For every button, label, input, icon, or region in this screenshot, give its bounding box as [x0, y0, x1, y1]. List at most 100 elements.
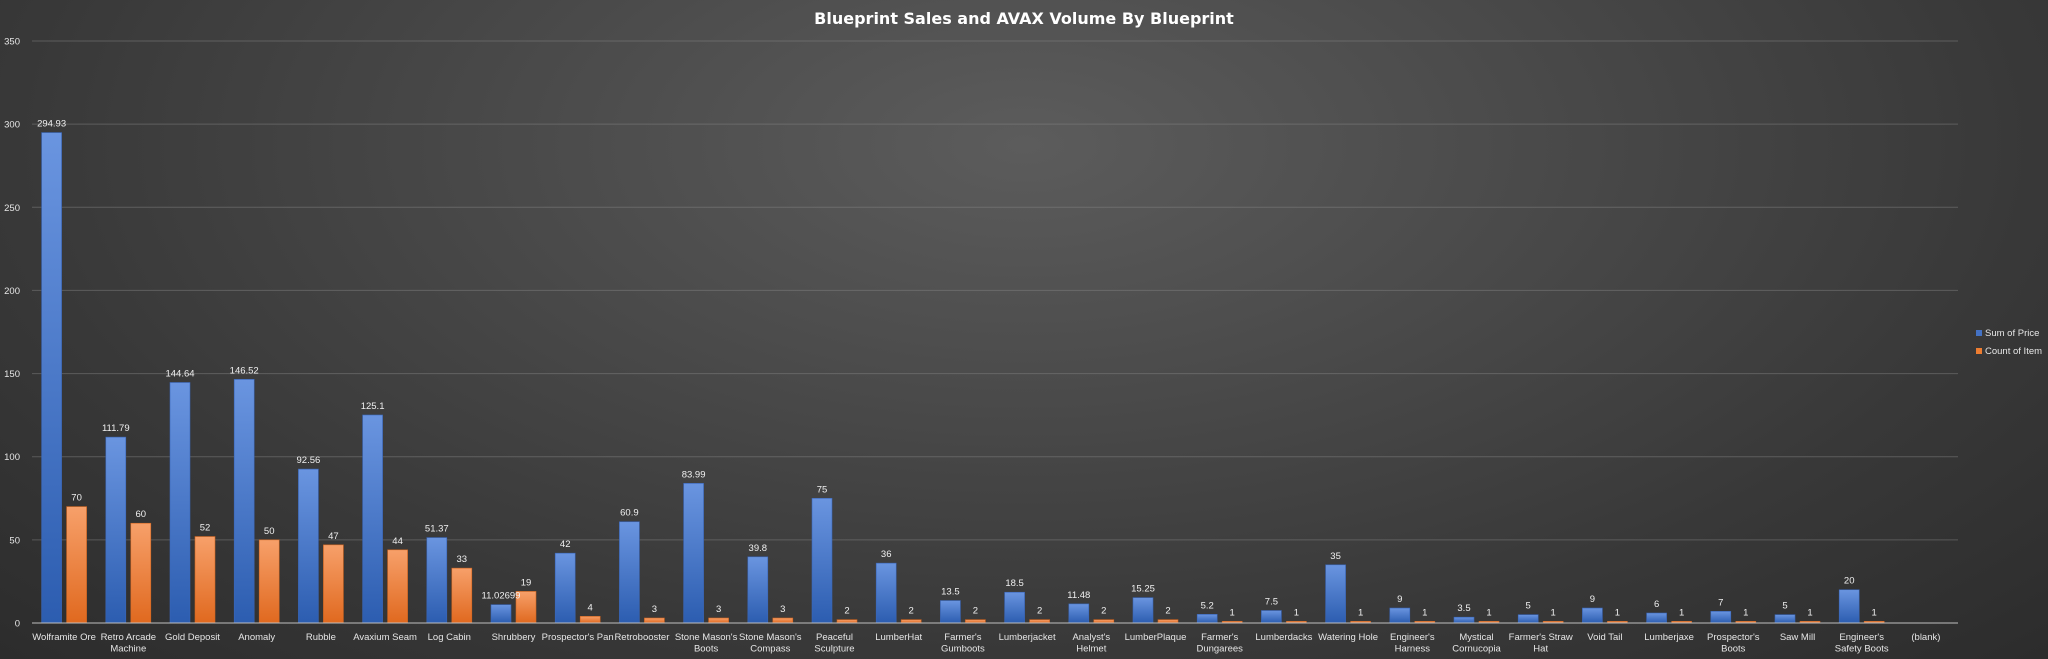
- data-label: 1: [1872, 607, 1877, 618]
- category-label: Shrubbery: [492, 632, 536, 643]
- legend-swatch: [1976, 330, 1982, 336]
- y-axis-tick-labels: 0 50 100 150 200 250 300 350: [4, 37, 20, 630]
- data-label: 39.8: [749, 543, 768, 554]
- bar-sum-of-price: [683, 483, 704, 624]
- data-label: 50: [264, 526, 275, 537]
- data-label: 4: [588, 602, 593, 613]
- bar-sum-of-price: [1710, 611, 1732, 624]
- category-label: Log Cabin: [428, 632, 471, 643]
- data-label: 2: [1037, 606, 1042, 617]
- y-tick-label: 100: [4, 452, 20, 463]
- category-label: Harness: [1395, 644, 1431, 655]
- bar-count-of-item: [258, 539, 280, 624]
- category-label: Safety Boots: [1835, 644, 1889, 655]
- data-label: 42: [560, 539, 571, 550]
- bar-count-of-item: [772, 617, 794, 624]
- bar-sum-of-price: [811, 497, 833, 624]
- data-label: 7.5: [1265, 597, 1278, 608]
- data-label: 1: [1294, 607, 1299, 618]
- bar-count-of-item: [66, 506, 87, 624]
- data-label: 70: [71, 493, 82, 504]
- data-label: 51.37: [425, 524, 449, 535]
- bars: [41, 132, 1885, 624]
- bar-sum-of-price: [554, 552, 576, 624]
- data-label: 11.02699: [482, 591, 521, 602]
- bar-count-of-item: [644, 617, 665, 624]
- category-label: Machine: [110, 644, 146, 655]
- data-label: 44: [392, 536, 403, 547]
- data-label: 1: [1743, 607, 1748, 618]
- bar-sum-of-price: [875, 562, 897, 624]
- data-label: 2: [844, 606, 849, 617]
- data-label: 5: [1526, 601, 1531, 612]
- bar-sum-of-price: [490, 604, 512, 624]
- category-label: (blank): [1911, 632, 1940, 643]
- data-label: 146.52: [230, 365, 259, 376]
- y-tick-label: 50: [9, 535, 20, 546]
- data-label: 18.5: [1005, 578, 1024, 589]
- category-label: Compass: [750, 644, 790, 655]
- y-tick-label: 200: [4, 286, 20, 297]
- category-label: Void Tail: [1587, 632, 1622, 643]
- bar-sum-of-price: [1582, 607, 1603, 624]
- data-label: 3: [780, 604, 785, 615]
- data-label: 83.99: [682, 469, 706, 480]
- category-label: Sculpture: [814, 644, 854, 655]
- data-label: 6: [1654, 599, 1659, 610]
- category-label: LumberHat: [875, 632, 922, 643]
- bar-count-of-item: [194, 536, 216, 624]
- grid-lines: [32, 40, 1958, 541]
- bar-sum-of-price: [1196, 614, 1218, 624]
- bar-sum-of-price: [169, 382, 191, 624]
- data-label: 36: [881, 549, 892, 560]
- category-label: Stone Mason's: [739, 632, 802, 643]
- data-label: 2: [973, 606, 978, 617]
- bar-sum-of-price: [1453, 616, 1475, 624]
- data-label: 5: [1782, 601, 1787, 612]
- category-label: Helmet: [1076, 644, 1106, 655]
- y-tick-label: 250: [4, 203, 20, 214]
- category-label: Prospector's: [1707, 632, 1760, 643]
- data-label: 294.93: [37, 119, 66, 130]
- bar-count-of-item: [451, 567, 473, 624]
- data-label: 47: [328, 531, 339, 542]
- category-label: Avaxium Seam: [353, 632, 417, 643]
- data-label: 1: [1615, 607, 1620, 618]
- category-label: Hat: [1533, 644, 1548, 655]
- chart-title: Blueprint Sales and AVAX Volume By Bluep…: [814, 9, 1234, 28]
- category-label: Engineer's: [1839, 632, 1884, 643]
- data-label: 52: [200, 523, 211, 534]
- data-label: 60: [136, 509, 147, 520]
- bar-sum-of-price: [940, 600, 961, 624]
- category-label: Prospector's Pan: [542, 632, 614, 643]
- bar-sum-of-price: [426, 537, 448, 624]
- data-label: 1: [1486, 607, 1491, 618]
- category-label: Gold Deposit: [165, 632, 220, 643]
- bar-sum-of-price: [41, 132, 62, 624]
- category-label: Lumberjaxe: [1644, 632, 1694, 643]
- data-label: 3: [716, 604, 721, 615]
- bar-sum-of-price: [747, 556, 769, 624]
- data-label: 7: [1718, 597, 1723, 608]
- category-label: Gumboots: [941, 644, 985, 655]
- legend-label: Count of Item: [1985, 346, 2042, 357]
- y-tick-label: 150: [4, 369, 20, 380]
- bar-count-of-item: [323, 544, 344, 624]
- bar-count-of-item: [708, 617, 729, 624]
- data-label: 11.48: [1067, 590, 1090, 601]
- category-label: Rubble: [306, 632, 336, 643]
- bar-count-of-item: [579, 616, 601, 624]
- category-label: Boots: [694, 644, 719, 655]
- data-label: 33: [457, 554, 468, 565]
- data-label: 2: [909, 606, 914, 617]
- bar-sum-of-price: [233, 379, 255, 624]
- data-label: 2: [1101, 606, 1106, 617]
- category-label: Peaceful: [816, 632, 853, 643]
- bar-sum-of-price: [362, 414, 383, 624]
- category-label: Farmer's: [944, 632, 981, 643]
- category-label: Analyst's: [1072, 632, 1110, 643]
- data-label: 3.5: [1457, 603, 1470, 614]
